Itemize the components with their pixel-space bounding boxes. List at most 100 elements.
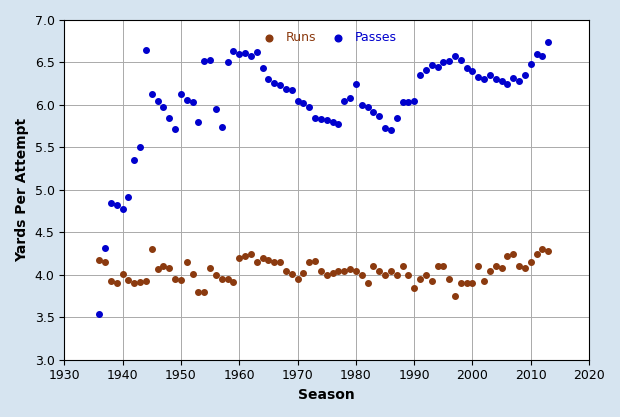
Runs <box>456 280 466 286</box>
Runs <box>503 253 513 259</box>
Runs <box>380 271 390 278</box>
Passes <box>356 102 366 108</box>
Passes <box>188 99 198 106</box>
Runs <box>514 263 524 270</box>
Passes <box>205 57 215 63</box>
Passes <box>473 73 483 80</box>
Runs <box>421 271 431 278</box>
Runs <box>205 265 215 271</box>
Passes <box>228 48 238 55</box>
Passes <box>433 63 443 70</box>
Runs <box>327 270 337 276</box>
Passes <box>234 50 244 57</box>
Passes <box>351 80 361 87</box>
Passes <box>479 76 489 83</box>
Passes <box>386 127 396 134</box>
Passes <box>199 58 209 64</box>
Passes <box>497 78 507 85</box>
Runs <box>444 276 454 282</box>
Passes <box>164 114 174 121</box>
Passes <box>94 311 104 317</box>
Passes <box>293 97 303 104</box>
Runs <box>147 246 157 253</box>
Passes <box>304 103 314 110</box>
Runs <box>397 263 407 270</box>
Runs <box>176 276 186 283</box>
Runs <box>153 266 162 272</box>
Passes <box>298 100 308 107</box>
Passes <box>246 53 256 59</box>
Runs <box>450 293 460 299</box>
Runs <box>141 277 151 284</box>
Runs <box>211 271 221 278</box>
Runs <box>508 250 518 257</box>
Runs <box>438 263 448 270</box>
Passes <box>409 97 419 104</box>
Passes <box>176 90 186 97</box>
Passes <box>514 78 524 85</box>
Passes <box>508 74 518 81</box>
Runs <box>240 253 250 259</box>
Runs <box>298 270 308 276</box>
Runs <box>404 271 414 278</box>
Passes <box>257 64 267 71</box>
Passes <box>456 57 466 63</box>
Passes <box>397 99 407 106</box>
Passes <box>467 68 477 74</box>
Runs <box>106 277 116 284</box>
Runs <box>351 268 361 275</box>
Passes <box>415 72 425 78</box>
Passes <box>438 59 448 66</box>
Passes <box>106 199 116 206</box>
Runs <box>497 265 507 271</box>
Runs <box>164 265 174 271</box>
Passes <box>532 50 542 57</box>
Passes <box>118 205 128 212</box>
Runs <box>363 280 373 286</box>
Passes <box>543 39 553 45</box>
Passes <box>334 120 343 127</box>
Passes <box>327 118 337 125</box>
Runs <box>339 267 349 274</box>
Passes <box>363 104 373 111</box>
Runs <box>223 276 232 282</box>
Passes <box>322 117 332 123</box>
Runs <box>199 289 209 295</box>
Passes <box>112 202 122 208</box>
Runs <box>130 280 140 286</box>
Runs <box>94 256 104 263</box>
Passes <box>135 144 145 151</box>
Runs <box>275 259 285 265</box>
Passes <box>374 113 384 119</box>
Passes <box>503 80 513 87</box>
Runs <box>159 263 169 270</box>
Runs <box>485 267 495 274</box>
Runs <box>479 277 489 284</box>
Runs <box>520 265 530 271</box>
Runs <box>281 267 291 274</box>
Runs <box>228 278 238 285</box>
Passes <box>269 80 279 86</box>
Y-axis label: Yards Per Attempt: Yards Per Attempt <box>15 118 29 262</box>
Passes <box>240 50 250 56</box>
Passes <box>520 72 530 78</box>
Runs <box>322 271 332 278</box>
Runs <box>345 266 355 272</box>
Passes <box>421 67 431 73</box>
Passes <box>380 125 390 131</box>
Passes <box>444 58 454 64</box>
Passes <box>223 59 232 66</box>
Passes <box>538 53 547 59</box>
Passes <box>450 53 460 59</box>
Runs <box>246 250 256 257</box>
Runs <box>304 259 314 265</box>
Runs <box>409 284 419 291</box>
Passes <box>345 95 355 101</box>
Passes <box>264 76 273 83</box>
Runs <box>193 289 203 295</box>
Passes <box>404 99 414 106</box>
Runs <box>543 248 553 254</box>
Passes <box>281 85 291 92</box>
Runs <box>392 271 402 278</box>
Passes <box>147 90 157 97</box>
